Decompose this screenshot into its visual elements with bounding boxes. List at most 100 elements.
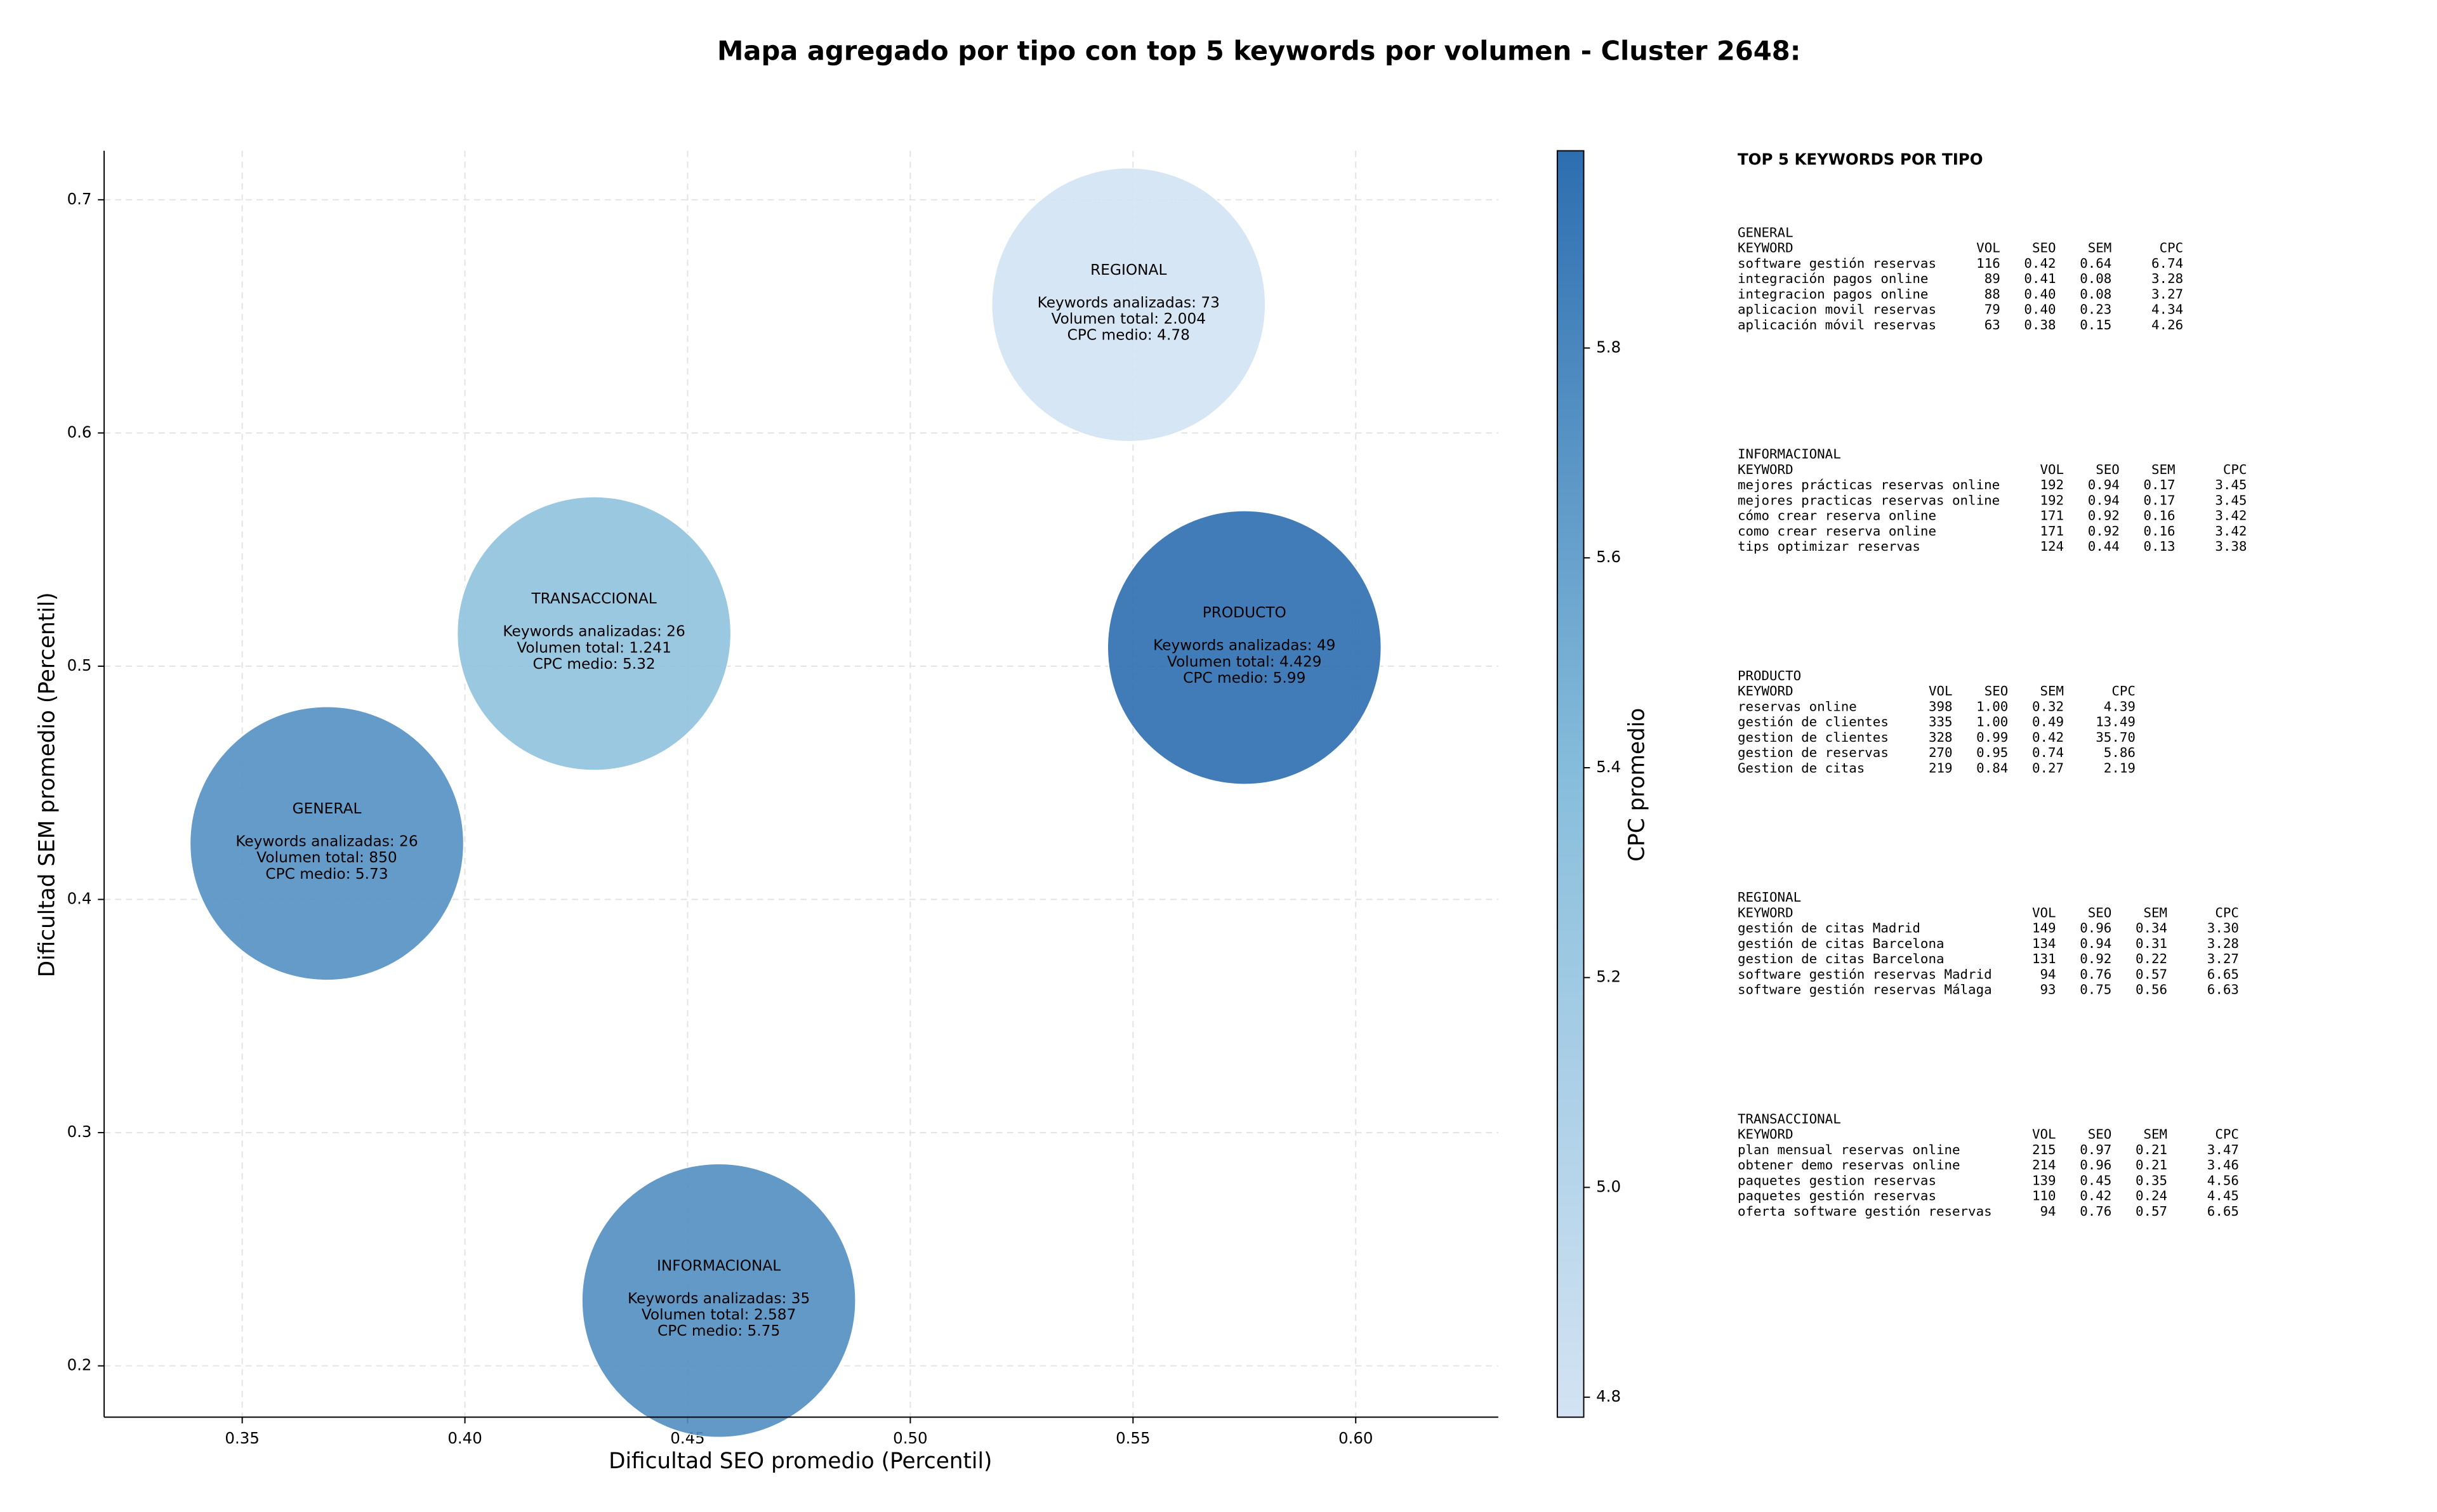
bubble-annotation: Keywords analizadas: 49	[1153, 637, 1335, 654]
column-header: SEM	[2088, 240, 2112, 256]
table-cell: 0.64	[2080, 256, 2111, 271]
table-cell: 0.74	[2032, 745, 2064, 760]
table-cell: 192	[2040, 477, 2064, 492]
table-cell: 3.38	[2215, 539, 2247, 554]
section-name: TRANSACCIONAL	[1738, 1111, 1841, 1126]
bubble-annotation: CPC medio: 4.78	[1067, 327, 1190, 344]
column-header: KEYWORD	[1738, 462, 1793, 477]
table-cell: 171	[2040, 508, 2064, 523]
table-cell: 2.19	[2104, 760, 2136, 775]
table-cell: 3.47	[2207, 1142, 2239, 1157]
table-cell: 214	[2032, 1157, 2056, 1173]
bubble	[581, 1163, 856, 1438]
table-cell: 134	[2032, 936, 2056, 951]
table-cell: gestion de citas Barcelona	[1738, 951, 1945, 966]
column-header: VOL	[1976, 240, 2000, 256]
table-cell: 0.27	[2032, 760, 2064, 775]
table-cell: 270	[1929, 745, 1953, 760]
table-cell: 3.45	[2215, 477, 2247, 492]
table-cell: 131	[2032, 951, 2056, 966]
column-header: SEO	[2032, 240, 2056, 256]
chart-title: Mapa agregado por tipo con top 5 keyword…	[717, 35, 1800, 66]
table-cell: Gestion de citas	[1738, 760, 1865, 775]
table-cell: 0.57	[2136, 1204, 2167, 1219]
column-header: VOL	[2032, 905, 2056, 920]
y-tick-label: 0.5	[67, 656, 92, 674]
table-cell: plan mensual reservas online	[1738, 1142, 1960, 1157]
table-cell: 0.99	[1976, 730, 2008, 745]
table-cell: 89	[1985, 271, 2000, 286]
column-header: CPC	[2223, 462, 2247, 477]
table-cell: 0.84	[1976, 760, 2008, 775]
table-cell: 6.74	[2151, 256, 2183, 271]
table-cell: 0.92	[2088, 508, 2120, 523]
table-cell: 0.49	[2032, 714, 2064, 730]
table-cell: 124	[2040, 539, 2064, 554]
table-cell: 171	[2040, 523, 2064, 539]
table-cell: 0.56	[2136, 982, 2167, 997]
x-tick-label: 0.35	[225, 1429, 259, 1447]
table-cell: 79	[1985, 302, 2000, 317]
colorbar-tick-label: 4.8	[1596, 1387, 1621, 1405]
column-header: SEO	[1985, 683, 2009, 699]
table-cell: 3.42	[2215, 523, 2247, 539]
table-cell: aplicacion movil reservas	[1738, 302, 1936, 317]
table-cell: 0.32	[2032, 699, 2064, 714]
table-cell: 0.94	[2080, 936, 2111, 951]
table-cell: 0.95	[1976, 745, 2008, 760]
table-cell: 0.97	[2080, 1142, 2111, 1157]
table-cell: 3.45	[2215, 492, 2247, 508]
table-cell: 0.34	[2136, 921, 2167, 936]
table-cell: software gestión reservas Málaga	[1738, 982, 1992, 997]
table-cell: 93	[2040, 982, 2056, 997]
table-cell: 94	[2040, 966, 2056, 982]
table-cell: 0.76	[2080, 1204, 2111, 1219]
x-tick-label: 0.60	[1338, 1429, 1373, 1447]
section-name: INFORMACIONAL	[1738, 447, 1841, 462]
table-cell: 3.28	[2207, 936, 2239, 951]
table-cell: 0.40	[2024, 286, 2056, 301]
table-cell: gestión de citas Madrid	[1738, 921, 1920, 936]
table-cell: 6.65	[2207, 966, 2239, 982]
table-cell: 0.40	[2024, 302, 2056, 317]
column-header: SEM	[2040, 683, 2064, 699]
y-tick-label: 0.3	[67, 1122, 92, 1141]
table-cell: 0.57	[2136, 966, 2167, 982]
table-cell: 0.96	[2080, 921, 2111, 936]
table-cell: 398	[1929, 699, 1953, 714]
table-cell: 1.00	[1976, 699, 2008, 714]
table-cell: integracion pagos online	[1738, 286, 1928, 301]
table-cell: 0.38	[2024, 317, 2056, 332]
table-cell: 0.17	[2143, 492, 2175, 508]
table-cell: como crear reserva online	[1738, 523, 1936, 539]
bubble-annotation: Volumen total: 1.241	[517, 639, 671, 656]
bubble-annotation: CPC medio: 5.75	[657, 1322, 780, 1339]
table-cell: 94	[2040, 1204, 2056, 1219]
table-cell: 0.76	[2080, 966, 2111, 982]
table-cell: aplicación móvil reservas	[1738, 317, 1936, 332]
bubble-annotation: Keywords analizadas: 35	[628, 1290, 810, 1307]
table-cell: integración pagos online	[1738, 271, 1928, 286]
colorbar-tick-label: 5.6	[1596, 548, 1621, 566]
bubble	[1107, 510, 1382, 785]
column-header: SEO	[2096, 462, 2120, 477]
bubble	[456, 496, 732, 771]
table-cell: software gestión reservas Madrid	[1738, 966, 1992, 982]
table-cell: software gestión reservas	[1738, 256, 1936, 271]
column-header: KEYWORD	[1738, 1127, 1793, 1142]
table-cell: 4.26	[2151, 317, 2183, 332]
bubble-annotation: Keywords analizadas: 26	[235, 832, 418, 850]
table-cell: reservas online	[1738, 699, 1857, 714]
column-header: CPC	[2215, 905, 2239, 920]
bubble-annotation: CPC medio: 5.73	[265, 865, 388, 883]
table-cell: gestión de clientes	[1738, 714, 1889, 730]
table-cell: tips optimizar reservas	[1738, 539, 1920, 554]
table-cell: 6.65	[2207, 1204, 2239, 1219]
table-cell: cómo crear reserva online	[1738, 508, 1936, 523]
table-cell: 0.23	[2080, 302, 2111, 317]
table-cell: 0.45	[2080, 1173, 2111, 1188]
bubble-annotation: Volumen total: 2.587	[642, 1306, 796, 1324]
x-tick-label: 0.55	[1116, 1429, 1150, 1447]
table-cell: 328	[1929, 730, 1953, 745]
